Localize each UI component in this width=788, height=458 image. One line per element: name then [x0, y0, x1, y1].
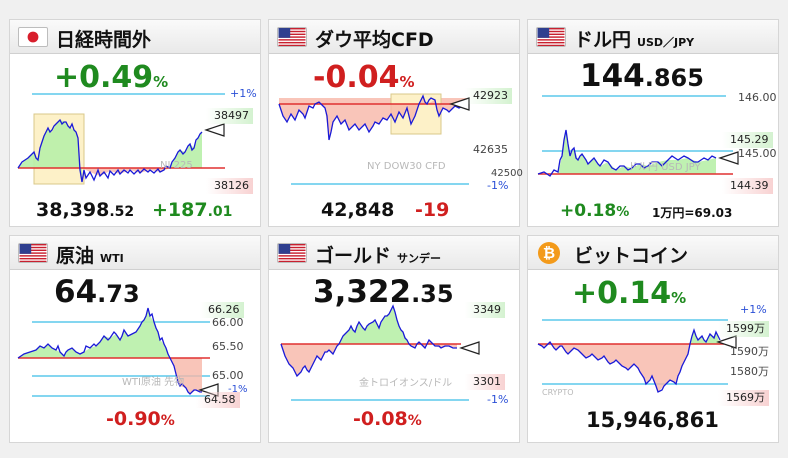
card-header: ドル円 USD／JPY [528, 20, 778, 54]
chart-watermark: 金トロイオンス/ドル [359, 378, 453, 389]
change-percent: +0.49% [54, 60, 169, 95]
card-title: ビットコイン [574, 245, 689, 267]
minus-1pct-label: -1% [487, 179, 509, 192]
us-flag-icon [277, 27, 307, 47]
card-title: 日経時間外 [56, 29, 152, 51]
change-percent: -0.08% [353, 408, 422, 430]
card-usdjpy[interactable]: ドル円 USD／JPY 144.865 146.00 145.29 145.00 … [527, 19, 779, 227]
level-1580: 1580万 [730, 365, 769, 378]
card-title: 原油 WTI [56, 245, 124, 267]
card-header: 原油 WTI [10, 236, 260, 270]
chart-watermark: NI 225 [160, 160, 193, 171]
current-price-arrow-icon [459, 341, 480, 355]
low-label: 144.39 [722, 178, 773, 194]
change-amount: -19 [415, 199, 450, 221]
yen-conversion-note: 1万円=69.03 [652, 206, 733, 220]
change-percent: +0.18% [560, 201, 630, 221]
minus-1pct-label: -1% [487, 393, 509, 406]
plus-1pct-label: +1% [740, 303, 767, 316]
change-percent: -0.90% [106, 408, 175, 430]
low-label: 38126 [206, 178, 253, 194]
price: 3,322.35 [313, 274, 454, 310]
current-price-arrow-icon [716, 335, 737, 349]
level-label: 42500 [491, 168, 523, 179]
low-label: 42635 [473, 143, 508, 156]
card-gold[interactable]: ゴールド サンデー 3,322.35 3349 金トロイオンス/ドル 3301 -… [268, 235, 520, 443]
price-chart [278, 93, 470, 185]
level-1590: 1590万 [730, 345, 769, 358]
current-price-arrow-icon [718, 151, 739, 165]
japan-flag-icon [18, 27, 48, 47]
change-percent: -0.04% [313, 60, 415, 95]
minus-1pct-label: -1% [228, 384, 248, 395]
level-66: 66.00 [212, 316, 244, 329]
card-header: ゴールド サンデー [269, 236, 519, 270]
card-header: ダウ平均CFD [269, 20, 519, 54]
change-percent: +0.14% [572, 276, 687, 311]
us-flag-icon [536, 27, 566, 47]
us-flag-icon [18, 243, 48, 263]
card-title: ダウ平均CFD [315, 29, 434, 51]
price-chart [537, 319, 737, 393]
current-price-arrow-icon [204, 123, 225, 137]
chart-watermark: WTI原油 先物 [122, 377, 185, 388]
plus-1pct-label: +1% [230, 87, 257, 100]
price: 144.865 [580, 58, 704, 94]
card-nikkei[interactable]: 日経時間外 +0.49% +1% 38497 38126 NI 225 38,3… [9, 19, 261, 227]
change-amount: +187.01 [152, 199, 233, 221]
card-dow-cfd[interactable]: ダウ平均CFD -0.04% 42923 42635 NY DOW30 CFD … [268, 19, 523, 227]
low-label: 64.58 [196, 392, 240, 408]
level-65-5: 65.50 [212, 340, 244, 353]
card-header: 日経時間外 [10, 20, 260, 54]
high-label: 66.26 [200, 302, 244, 318]
current-price-arrow-icon [449, 97, 470, 111]
card-title: ゴールド サンデー [315, 245, 442, 267]
chart-watermark: CRYPTO [542, 388, 574, 397]
price-chart [537, 95, 739, 177]
level-146: 146.00 [738, 91, 777, 104]
card-title: ドル円 USD／JPY [574, 29, 695, 51]
high-label: 1599万 [718, 321, 769, 337]
level-145: 145.00 [738, 147, 777, 160]
price: 42,848 [321, 199, 395, 221]
chart-watermark: NY DOW30 CFD [367, 161, 446, 172]
card-header: ₿ ビットコイン [528, 236, 778, 270]
low-label: 3301 [465, 374, 505, 390]
card-bitcoin[interactable]: ₿ ビットコイン +0.14% +1% 1599万 1590万 1580万 CR… [527, 235, 779, 443]
price: 15,946,861 [586, 408, 719, 432]
high-label: 3349 [465, 302, 505, 318]
high-label: 38497 [206, 108, 253, 124]
high-label: 42923 [465, 88, 512, 104]
us-flag-icon [277, 243, 307, 263]
card-wti[interactable]: 原油 WTI 64.73 66.26 66.00 65.50 65.00 WTI原… [9, 235, 261, 443]
bitcoin-icon: ₿ [538, 242, 560, 264]
price: 64.73 [54, 274, 140, 310]
price-chart [17, 93, 225, 185]
level-65: 65.00 [212, 369, 244, 382]
price: 38,398.52 [36, 199, 135, 221]
low-label: 1569万 [718, 390, 769, 406]
chart-watermark: ドル円 USD JPY [628, 162, 701, 173]
price-chart [280, 304, 480, 401]
high-label: 145.29 [722, 132, 773, 148]
